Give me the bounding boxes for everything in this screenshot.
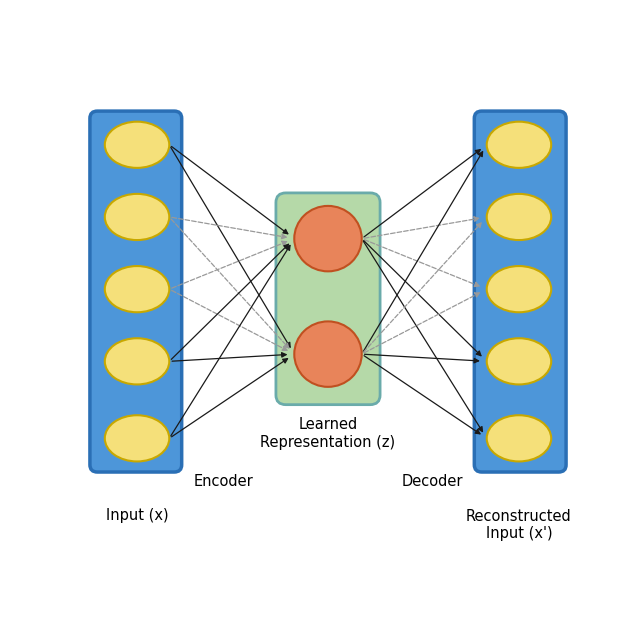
Ellipse shape [487, 122, 551, 168]
FancyBboxPatch shape [276, 193, 380, 404]
Text: Input (x): Input (x) [106, 508, 168, 523]
FancyBboxPatch shape [474, 111, 566, 472]
Ellipse shape [105, 194, 169, 240]
Ellipse shape [105, 266, 169, 312]
Text: Encoder: Encoder [194, 474, 253, 489]
Circle shape [294, 321, 362, 387]
Ellipse shape [487, 415, 551, 461]
Ellipse shape [105, 338, 169, 384]
Text: Decoder: Decoder [401, 474, 463, 489]
Ellipse shape [487, 338, 551, 384]
Ellipse shape [105, 122, 169, 168]
Ellipse shape [487, 194, 551, 240]
Ellipse shape [487, 266, 551, 312]
FancyBboxPatch shape [90, 111, 182, 472]
Text: Learned
Representation (z): Learned Representation (z) [260, 418, 396, 450]
Ellipse shape [105, 415, 169, 461]
Circle shape [294, 206, 362, 271]
Text: Reconstructed
Input (x'): Reconstructed Input (x') [466, 509, 572, 541]
